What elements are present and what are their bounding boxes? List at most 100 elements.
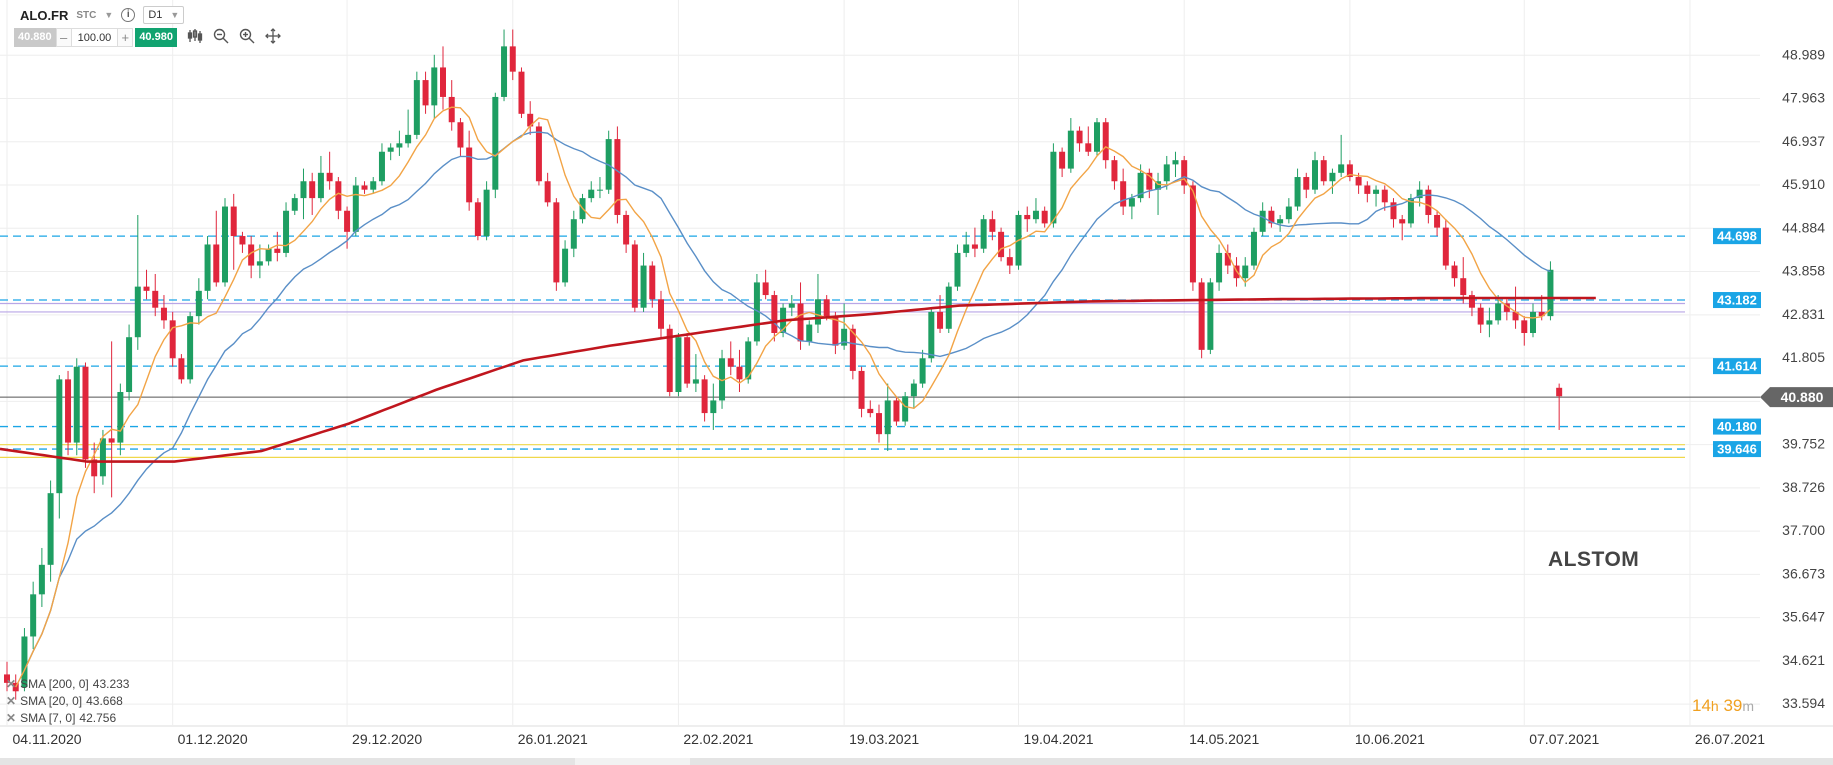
candle-body (1556, 387, 1563, 397)
candle-body (1059, 151, 1066, 169)
candle-body (841, 328, 848, 346)
level-tag (1713, 418, 1761, 435)
candle-body (692, 379, 699, 384)
candle-body (1128, 198, 1135, 207)
candle-body (1451, 265, 1458, 279)
chevron-down-icon[interactable]: ▼ (104, 10, 114, 20)
zoom-in-icon[interactable] (239, 28, 255, 48)
candle-body (291, 198, 298, 211)
sell-price-button[interactable]: 40.880 (14, 28, 56, 47)
level-tag-value: 43.182 (1717, 293, 1757, 308)
increase-quantity-button[interactable]: + (117, 28, 134, 47)
indicator-label: SMA [7, 0] (20, 711, 76, 725)
price-tick-label: 42.831 (1782, 306, 1825, 322)
candle-body (1364, 185, 1371, 194)
candle-body (1189, 185, 1196, 283)
exchange-label[interactable]: STC (76, 9, 97, 21)
indicator-legend: ✕ SMA [200, 0] 43.233 ✕ SMA [20, 0] 43.6… (6, 676, 129, 727)
candle-body (998, 231, 1005, 258)
indicator-label: SMA [200, 0] (20, 677, 89, 691)
chart-type-icon[interactable] (187, 28, 203, 48)
candle-body (1460, 278, 1467, 296)
candle-body (1250, 231, 1257, 266)
candle-body (1085, 143, 1092, 152)
candle-body (1006, 257, 1013, 266)
candle-body (483, 189, 490, 237)
candle-body (1224, 252, 1231, 266)
candle-body (440, 67, 446, 97)
price-tick-label: 43.858 (1782, 263, 1825, 279)
candle-body (169, 320, 176, 359)
candle-body (30, 594, 37, 637)
candle-body (570, 219, 577, 249)
price-tick-label: 46.937 (1782, 133, 1825, 149)
buy-price-button[interactable]: 40.980 (135, 28, 177, 47)
level-tag-value: 44.698 (1717, 229, 1757, 244)
candle-body (230, 206, 237, 237)
candle-body (1329, 172, 1336, 182)
candle-body (187, 316, 194, 380)
zoom-out-icon[interactable] (213, 28, 229, 48)
close-icon[interactable]: ✕ (6, 677, 17, 691)
legend-sma7[interactable]: ✕ SMA [7, 0] 42.756 (6, 710, 129, 727)
candle-body (405, 134, 412, 144)
level-tag (1713, 228, 1761, 245)
scrollbar-thumb[interactable] (690, 758, 1833, 765)
candle-body (370, 181, 377, 190)
candle-body (1242, 265, 1249, 279)
info-icon[interactable]: i (121, 8, 136, 22)
timeframe-value: D1 (148, 9, 163, 21)
time-tick-label: 26.07.2021 (1695, 731, 1765, 747)
candle-body (309, 181, 316, 199)
close-icon[interactable]: ✕ (6, 711, 17, 725)
sma20-line (23, 131, 1551, 671)
candle-body (562, 248, 569, 283)
candle-body (117, 392, 124, 443)
horizontal-levels (0, 235, 1760, 458)
candle-body (1163, 164, 1170, 182)
candle-body (239, 236, 246, 245)
candle-body (849, 328, 856, 371)
candle-body (910, 383, 917, 397)
price-tick-label: 39.752 (1782, 436, 1825, 452)
time-tick-label: 26.01.2021 (518, 731, 588, 747)
close-icon[interactable]: ✕ (6, 694, 17, 708)
candle-body (56, 379, 63, 494)
legend-sma20[interactable]: ✕ SMA [20, 0] 43.668 (6, 693, 129, 710)
level-tags: 44.698 43.182 41.614 40.180 39.646 40.880 (1713, 228, 1833, 458)
candle-body (4, 674, 10, 683)
candle-body (160, 307, 167, 321)
price-tick-label: 34.621 (1782, 652, 1825, 668)
time-axis: 04.11.2020 01.12.2020 29.12.2020 26.01.2021… (12, 731, 1765, 747)
candle-body (178, 358, 185, 380)
timeframe-select[interactable]: D1 ▼ (143, 6, 185, 24)
candle-body (492, 96, 499, 190)
candle-body (47, 493, 54, 565)
level-tag-value: 39.646 (1717, 442, 1757, 457)
candle-body (937, 311, 944, 329)
candle-body (736, 366, 743, 380)
symbol-name[interactable]: ALO.FR (20, 7, 69, 23)
candle-body (152, 290, 159, 308)
time-tick-label: 04.11.2020 (12, 731, 81, 747)
price-tick-label: 41.805 (1782, 349, 1825, 365)
level-tag (1713, 441, 1761, 458)
price-tick-label: 48.989 (1782, 46, 1825, 62)
candle-body (413, 80, 420, 135)
quantity-field[interactable]: 100.00 (71, 28, 118, 47)
candle-body (1216, 252, 1223, 283)
candle-body (448, 96, 455, 123)
candle-body (614, 139, 621, 215)
price-tick-label: 35.647 (1782, 609, 1825, 625)
time-tick-label: 19.04.2021 (1023, 731, 1093, 747)
candle-body (1416, 189, 1423, 199)
decrease-quantity-button[interactable]: – (55, 28, 72, 47)
legend-sma200[interactable]: ✕ SMA [200, 0] 43.233 (6, 676, 129, 693)
crosshair-move-icon[interactable] (265, 27, 281, 48)
candle-body (1137, 172, 1144, 199)
candle-body (806, 324, 813, 342)
scrollbar-segment[interactable] (0, 758, 575, 765)
candle-body (1468, 295, 1475, 308)
